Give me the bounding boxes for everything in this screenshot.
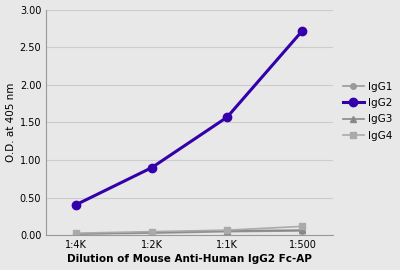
IgG4	[300, 225, 305, 228]
X-axis label: Dilution of Mouse Anti-Human IgG2 Fc-AP: Dilution of Mouse Anti-Human IgG2 Fc-AP	[67, 254, 312, 264]
IgG3	[225, 229, 230, 232]
Line: IgG2: IgG2	[72, 26, 307, 209]
IgG1	[149, 232, 154, 235]
Y-axis label: O.D. at 405 nm: O.D. at 405 nm	[6, 83, 16, 162]
IgG2	[225, 116, 230, 119]
IgG2	[74, 203, 79, 206]
IgG4	[225, 228, 230, 232]
IgG1	[300, 229, 305, 232]
IgG3	[300, 228, 305, 232]
IgG2	[300, 29, 305, 32]
IgG1	[74, 232, 79, 235]
IgG4	[149, 230, 154, 233]
Legend: IgG1, IgG2, IgG3, IgG4: IgG1, IgG2, IgG3, IgG4	[341, 80, 394, 143]
Line: IgG3: IgG3	[74, 227, 305, 237]
IgG3	[74, 232, 79, 235]
Line: IgG4: IgG4	[74, 224, 305, 236]
IgG4	[74, 232, 79, 235]
IgG1	[225, 230, 230, 233]
IgG3	[149, 231, 154, 234]
IgG2	[149, 166, 154, 169]
Line: IgG1: IgG1	[74, 228, 305, 237]
